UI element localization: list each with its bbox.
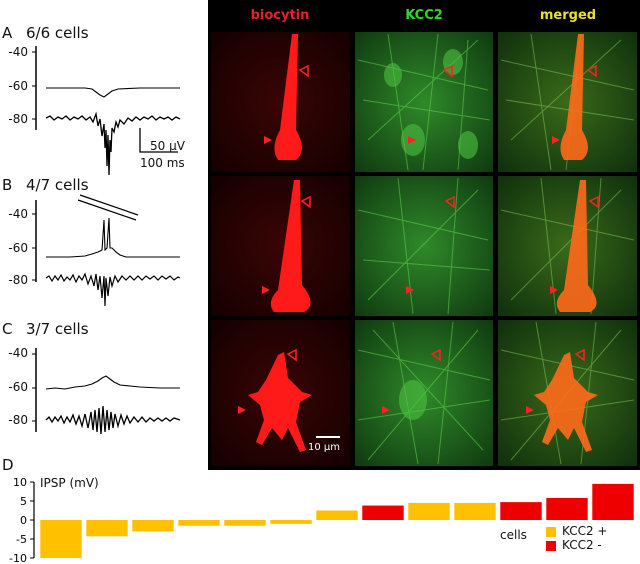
panel-c-upper-trace xyxy=(45,375,180,390)
chart-bar xyxy=(500,502,542,520)
legend-label-kcc2-minus: KCC2 - xyxy=(562,538,602,552)
panel-c-traces xyxy=(32,348,181,435)
chart-bar xyxy=(454,502,496,520)
scalebar-time-label: 100 ms xyxy=(140,156,185,170)
chart-ytick-label: 5 xyxy=(20,495,27,508)
chart-ytick-label: 10 xyxy=(13,476,27,489)
panel-a-ytick: -60 xyxy=(8,79,28,93)
chart-bar xyxy=(132,520,174,532)
panel-b-ytick: -60 xyxy=(8,241,28,255)
panel-a-ytick: -80 xyxy=(8,112,28,126)
panel-c-letter: C xyxy=(2,320,13,338)
ipsp-bar-chart: 10 5 0 -5 -10 xyxy=(9,476,634,564)
microscopy-panel: biocytin KCC2 merged xyxy=(208,0,640,470)
panel-b-title: 4/7 cells xyxy=(26,176,89,194)
panel-c-ytick: -60 xyxy=(8,380,28,394)
column-header-kcc2: KCC2 xyxy=(405,8,443,23)
panel-d-letter: D xyxy=(2,456,14,474)
chart-bar xyxy=(40,520,82,558)
panel-a-letter: A xyxy=(2,24,13,42)
legend-swatch-kcc2-plus xyxy=(546,527,556,537)
column-header-merged: merged xyxy=(539,8,597,23)
micrograph-grid xyxy=(211,32,637,466)
panel-b-lower-trace xyxy=(45,272,181,307)
panel-b-axis-break xyxy=(79,194,139,216)
legend-swatch-kcc2-minus xyxy=(546,541,556,551)
panel-a-lower-trace xyxy=(45,111,181,176)
panel-b-traces xyxy=(32,194,181,307)
chart-ytick-label: 0 xyxy=(20,514,27,527)
panel-b-ytick: -40 xyxy=(8,207,28,221)
panel-c-lower-trace xyxy=(45,405,181,435)
chart-bar xyxy=(408,502,450,520)
chart-bar xyxy=(362,505,404,520)
scalebar-voltage-label: 50 µV xyxy=(150,139,185,153)
micro-scalebar-label: 10 µm xyxy=(308,442,341,453)
chart-bar xyxy=(316,510,358,520)
chart-ytick-label: -10 xyxy=(9,552,27,564)
panel-a-upper-trace xyxy=(46,87,180,98)
micrograph-b-kcc2 xyxy=(355,176,493,316)
panel-a-traces xyxy=(32,46,181,176)
chart-bar xyxy=(86,520,128,537)
panel-c-ytick: -80 xyxy=(8,413,28,427)
panel-c-ytick: -40 xyxy=(8,346,28,360)
chart-xlabel: cells xyxy=(500,528,527,542)
column-header-biocytin: biocytin xyxy=(250,8,310,23)
chart-bar xyxy=(224,520,266,526)
panel-a-ytick: -40 xyxy=(8,45,28,59)
legend-label-kcc2-plus: KCC2 + xyxy=(562,524,608,538)
panel-a-title: 6/6 cells xyxy=(26,24,89,42)
chart-bar xyxy=(546,497,588,520)
chart-bar xyxy=(270,520,312,524)
chart-bar xyxy=(178,520,220,526)
panel-a-scalebar xyxy=(139,128,178,153)
chart-ytick-label: -5 xyxy=(16,533,27,546)
panel-b-ytick: -80 xyxy=(8,273,28,287)
chart-bar xyxy=(592,483,634,520)
panel-c-title: 3/7 cells xyxy=(26,320,89,338)
panel-b-upper-trace xyxy=(46,217,180,258)
chart-ylabel: IPSP (mV) xyxy=(40,476,99,490)
panel-b-letter: B xyxy=(2,176,13,194)
